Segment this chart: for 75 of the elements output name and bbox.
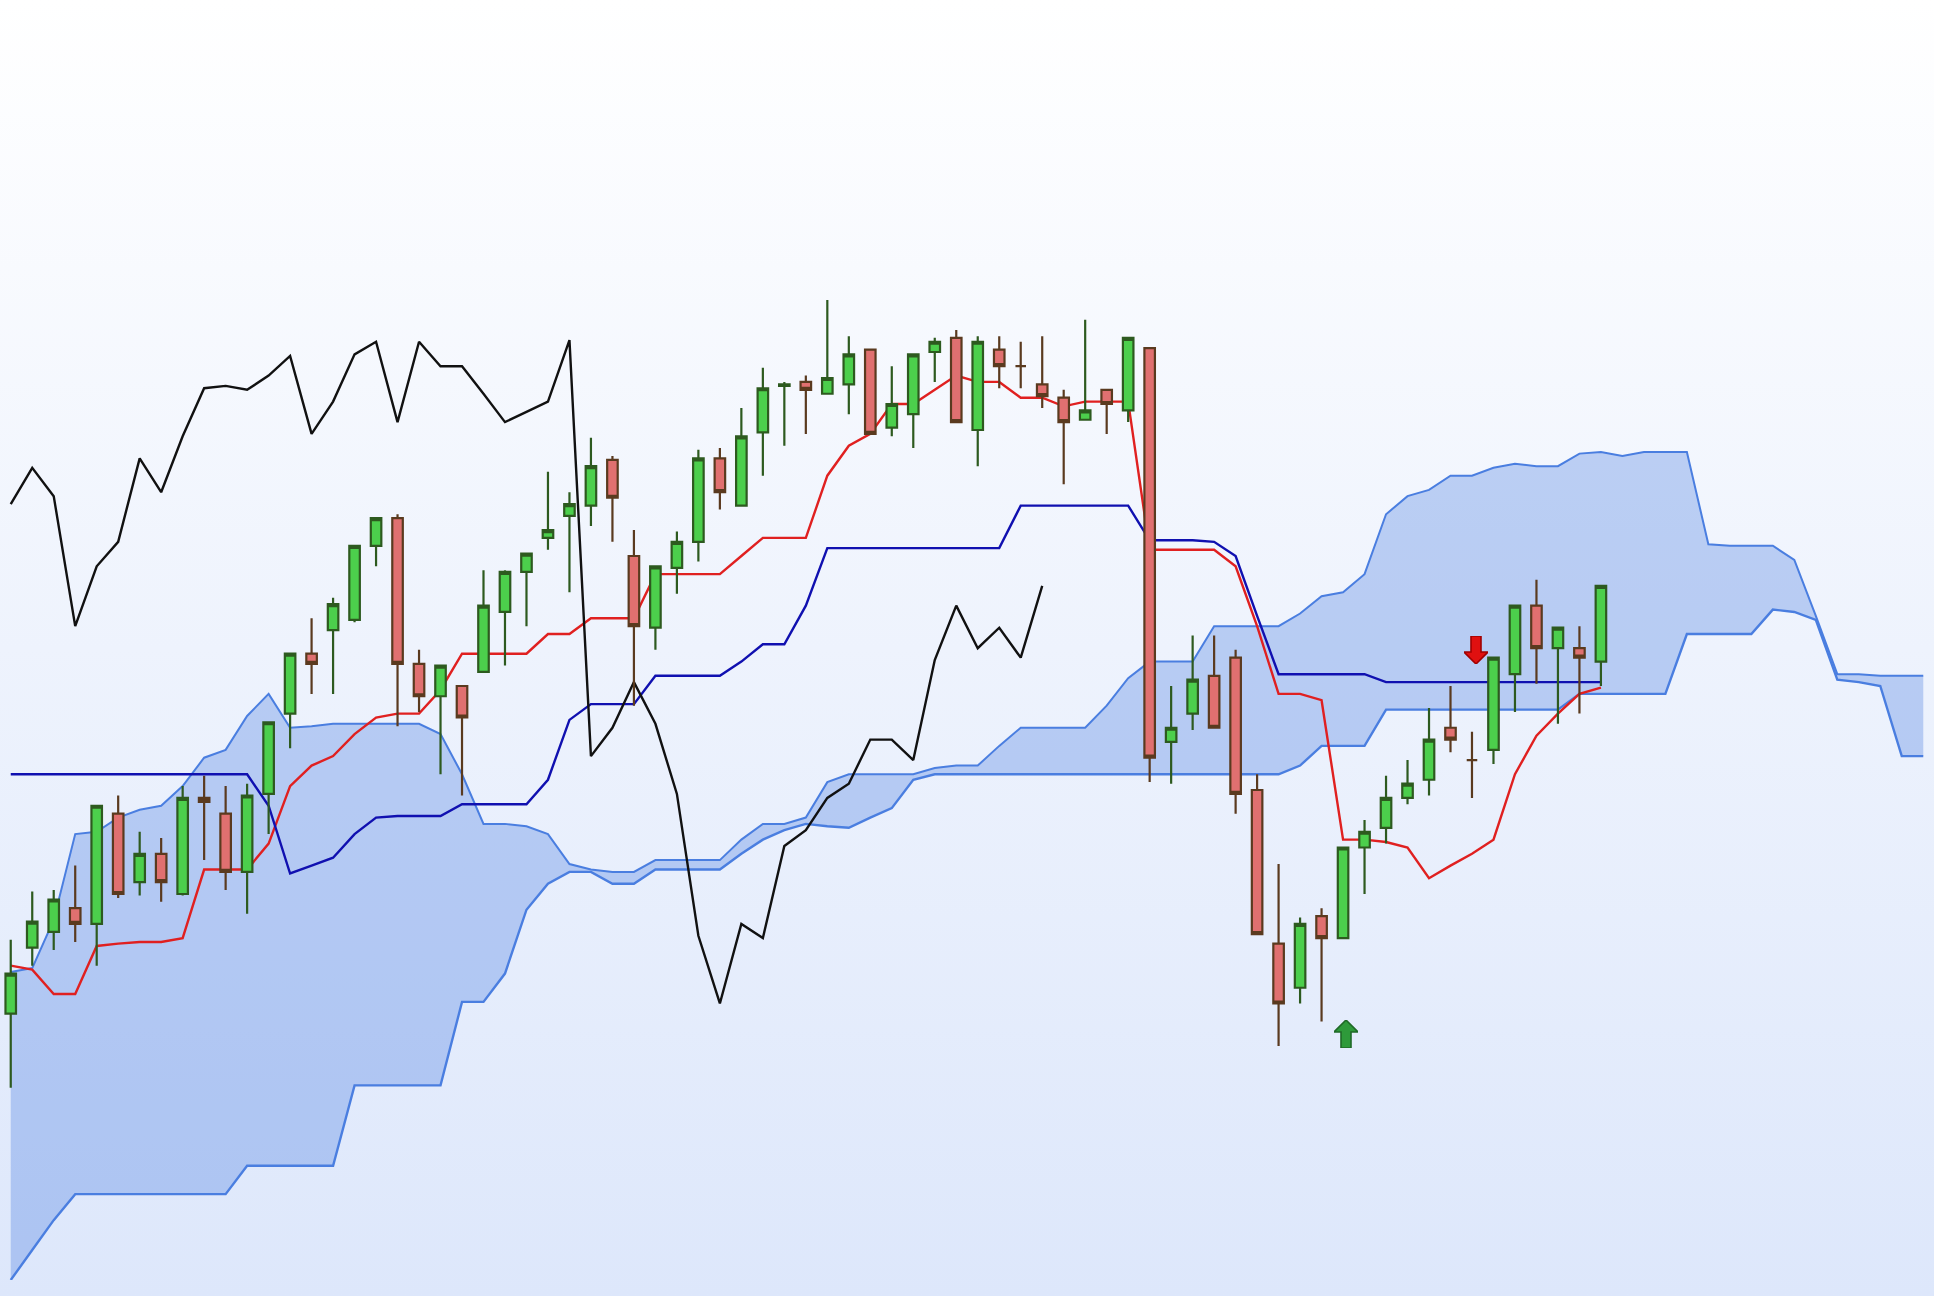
candlestick [541,470,555,551]
candlestick [477,569,490,673]
candlestick [1078,318,1092,421]
candlestick [68,864,82,944]
candlestick [1530,578,1543,685]
candlestick [820,300,834,395]
candlestick [326,596,340,695]
candlestick [176,784,190,897]
candlestick [735,406,748,507]
candlestick [1229,648,1242,815]
candlestick [1035,335,1049,410]
candlestick [649,565,662,651]
candlestick [584,436,598,528]
candlestick [1315,907,1328,1023]
candlestick [1186,634,1199,732]
candlestick [1573,625,1586,715]
candlestick [133,830,147,897]
candlestick [756,366,770,477]
candlestick [1465,730,1479,799]
candlestick [1551,626,1565,725]
candlestick [305,617,318,695]
candlestick [670,530,684,595]
candlestick [627,528,641,707]
candlestick [1401,758,1414,806]
candlestick [1358,818,1371,896]
candlestick [25,890,39,967]
candlestick [520,552,533,628]
candlestick [992,335,1006,390]
candlestick [434,664,447,776]
candlestick [606,454,619,543]
candlestick [1057,388,1071,486]
candlestick [283,652,297,750]
candlestick [111,794,125,900]
candlestick [391,513,404,728]
candlestick [1293,916,1307,1005]
candlestick [1014,340,1028,390]
candlestick [1336,846,1350,940]
candlestick [90,804,104,967]
candlestick [799,374,813,436]
candlestick [498,569,512,667]
candlestick [154,836,168,903]
candlestick [4,938,18,1089]
candlestick [1272,862,1285,1048]
candlestick [692,448,705,563]
candlestick [455,684,469,797]
candlestick [240,782,254,915]
candlestick [1164,684,1178,785]
candlestick [1100,388,1114,436]
candlestick [412,648,426,714]
candlestick [563,491,576,594]
candlestick [262,721,275,836]
candlestick [1143,346,1157,784]
candlestick [863,348,877,436]
candlestick [219,784,232,892]
candlestick [47,888,61,952]
candlestick [1121,336,1135,424]
candlestick [348,544,361,624]
candlestick [713,447,727,511]
candlestick [1250,773,1264,936]
candlestick [928,336,942,384]
candlestick [971,335,985,468]
candlestick [885,365,899,438]
candlestick [1487,656,1500,766]
candlestick [777,380,791,447]
candlestick [1207,634,1221,729]
candlestick [1594,584,1608,688]
candlestick [197,774,211,862]
candlestick [369,517,383,568]
candlestick [949,328,963,424]
candlestick [1379,774,1393,845]
candlestick [906,353,920,450]
candlestick [1422,706,1436,797]
candlestick [1508,604,1522,714]
candlestick [1444,684,1457,754]
candlestick [842,335,856,416]
